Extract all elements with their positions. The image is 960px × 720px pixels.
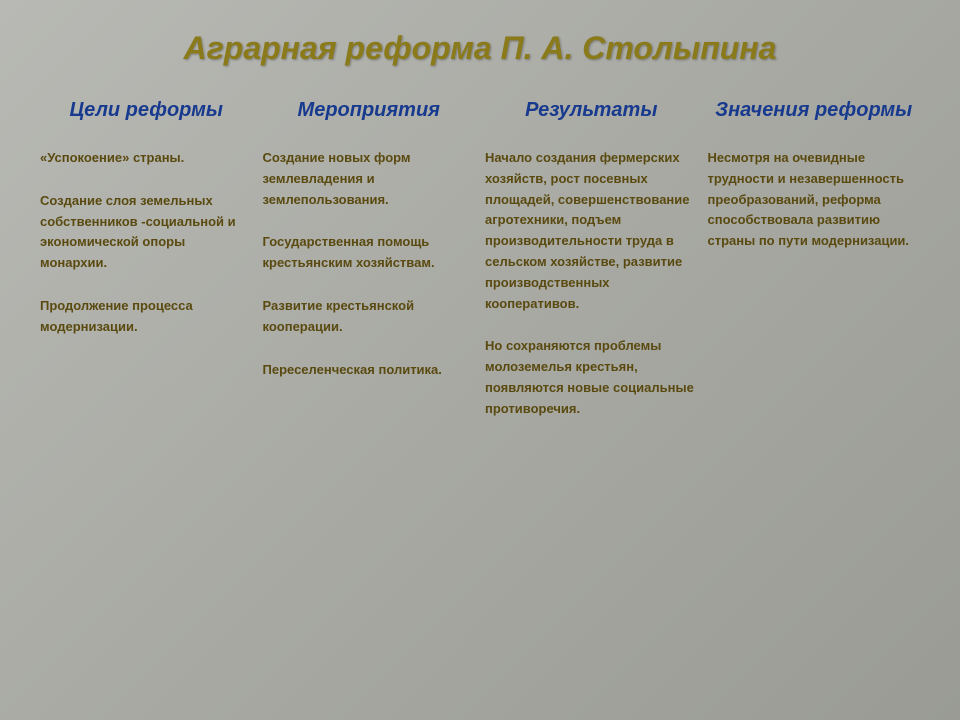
paragraph: Государственная помощь крестьянским хозя…: [263, 232, 476, 274]
paragraph: «Успокоение» страны.: [40, 148, 253, 169]
column-goals: Цели реформы «Успокоение» страны. Создан…: [40, 97, 253, 442]
column-results: Результаты Начало создания фермерских хо…: [485, 97, 698, 442]
column-header: Значения реформы: [708, 97, 921, 123]
paragraph: Переселенческая политика.: [263, 360, 476, 381]
column-header: Цели реформы: [40, 97, 253, 123]
paragraph: Но сохраняются проблемы молоземелья крес…: [485, 336, 698, 419]
paragraph: Несмотря на очевидные трудности и незаве…: [708, 148, 921, 252]
column-header: Результаты: [485, 97, 698, 123]
paragraph: Начало создания фермерских хозяйств, рос…: [485, 148, 698, 314]
paragraph: Создание новых форм землевладения и земл…: [263, 148, 476, 210]
paragraph: Развитие крестьянской кооперации.: [263, 296, 476, 338]
column-measures: Мероприятия Создание новых форм землевла…: [263, 97, 476, 442]
columns-container: Цели реформы «Успокоение» страны. Создан…: [40, 97, 920, 442]
paragraph: Создание слоя земельных собственников -с…: [40, 191, 253, 274]
slide-title: Аграрная реформа П. А. Столыпина: [40, 30, 920, 67]
column-header: Мероприятия: [263, 97, 476, 123]
column-significance: Значения реформы Несмотря на очевидные т…: [708, 97, 921, 442]
paragraph: Продолжение процесса модернизации.: [40, 296, 253, 338]
